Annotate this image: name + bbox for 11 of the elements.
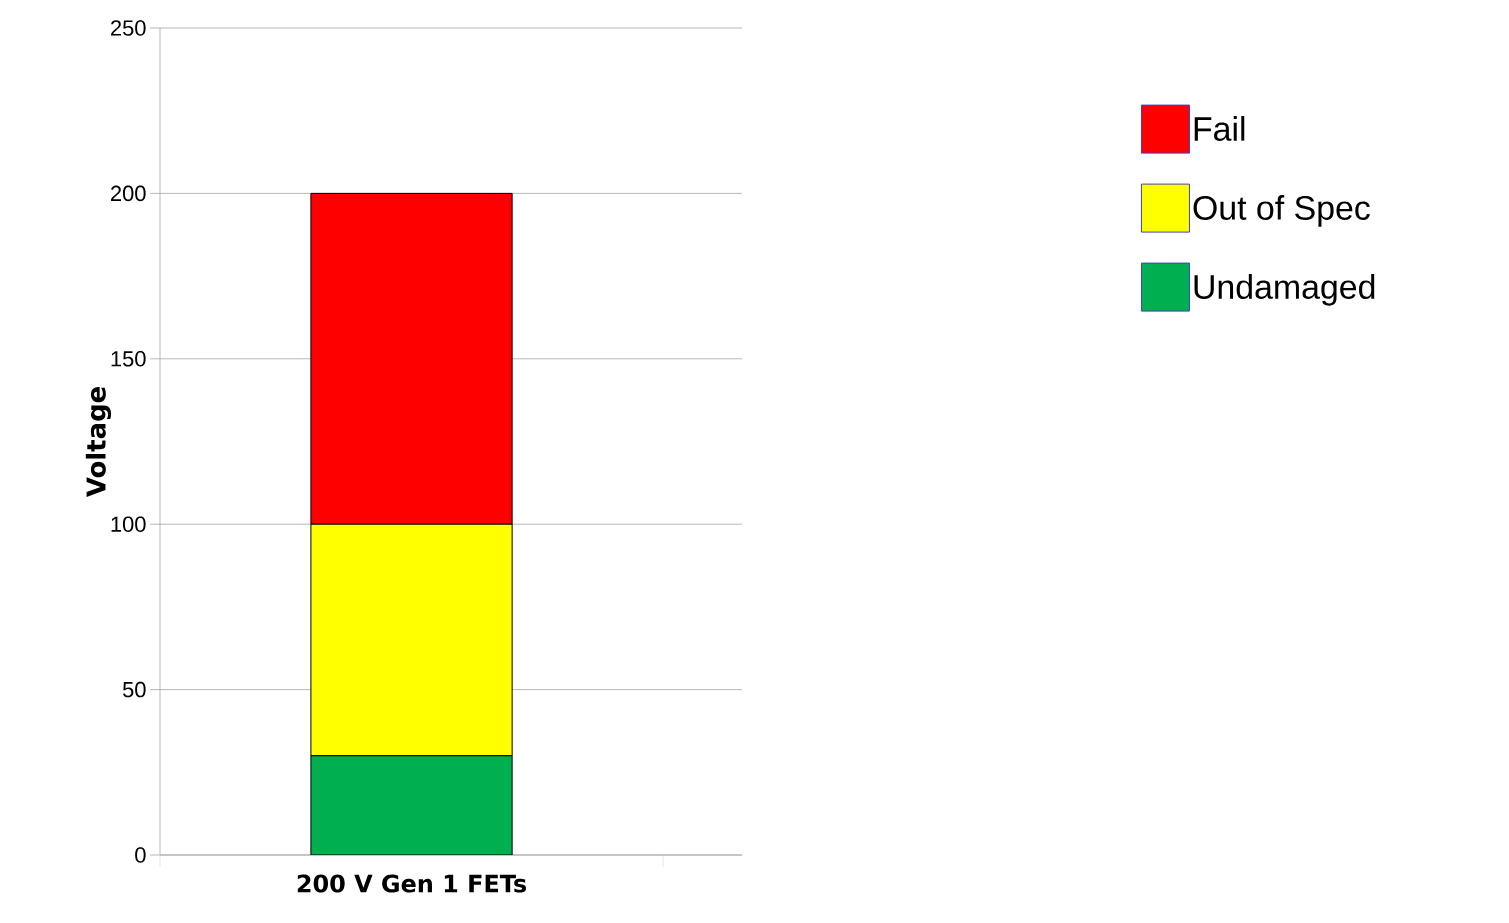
y-tick-label: 50 <box>122 681 146 698</box>
y-tick-label: 150 <box>111 351 146 367</box>
legend-label: Out of Spec <box>1193 195 1370 227</box>
y-tick-label: 0 <box>135 847 146 863</box>
legend-label: Fail <box>1194 116 1245 141</box>
x-tick-label: 200 V Gen 1 FETs <box>297 874 527 893</box>
y-tick-label: 100 <box>111 516 146 532</box>
y-tick-label: 250 <box>111 20 146 36</box>
y-tick-label: 200 <box>111 185 146 202</box>
y-axis-title: Voltage <box>85 387 112 498</box>
legend-label: Undamaged <box>1194 274 1375 306</box>
